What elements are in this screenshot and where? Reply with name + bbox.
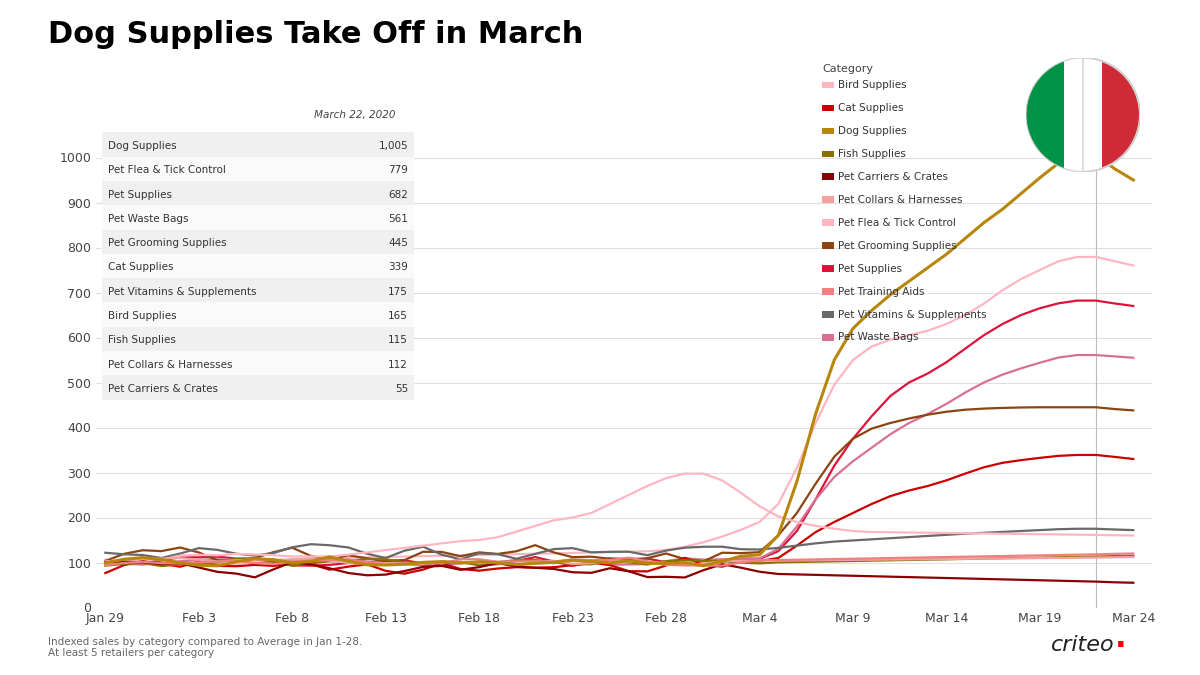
Text: Pet Grooming Supplies: Pet Grooming Supplies	[108, 238, 227, 248]
Text: Pet Carriers & Crates: Pet Carriers & Crates	[108, 384, 218, 394]
Text: Category: Category	[822, 64, 874, 74]
Text: Dog Supplies: Dog Supplies	[838, 126, 906, 136]
Text: 175: 175	[388, 287, 408, 297]
Text: 561: 561	[388, 214, 408, 224]
Text: 445: 445	[388, 238, 408, 248]
Bar	[1064, 58, 1102, 171]
Text: 112: 112	[388, 360, 408, 370]
Text: Dog Supplies: Dog Supplies	[108, 141, 176, 151]
Text: Pet Supplies: Pet Supplies	[838, 264, 901, 273]
Text: Pet Training Aids: Pet Training Aids	[838, 287, 924, 296]
Wedge shape	[1084, 58, 1140, 171]
Text: Cat Supplies: Cat Supplies	[838, 103, 904, 113]
Text: Dog Supplies Take Off in March: Dog Supplies Take Off in March	[48, 20, 583, 49]
Text: 115: 115	[388, 335, 408, 346]
Text: Bird Supplies: Bird Supplies	[108, 311, 176, 321]
Text: Indexed sales by category compared to Average in Jan 1-28.
At least 5 retailers : Indexed sales by category compared to Av…	[48, 637, 362, 658]
Text: Pet Carriers & Crates: Pet Carriers & Crates	[838, 172, 948, 182]
Text: Bird Supplies: Bird Supplies	[838, 80, 906, 90]
Text: Pet Collars & Harnesses: Pet Collars & Harnesses	[838, 195, 962, 205]
Text: Pet Vitamins & Supplements: Pet Vitamins & Supplements	[108, 287, 257, 297]
Text: Pet Supplies: Pet Supplies	[108, 190, 172, 200]
Text: 339: 339	[388, 263, 408, 273]
Text: Pet Waste Bags: Pet Waste Bags	[838, 333, 918, 342]
Wedge shape	[1026, 58, 1084, 171]
Text: .: .	[1115, 624, 1127, 653]
Text: 682: 682	[388, 190, 408, 200]
Text: Pet Collars & Harnesses: Pet Collars & Harnesses	[108, 360, 233, 370]
Text: 1,005: 1,005	[378, 141, 408, 151]
Text: 165: 165	[388, 311, 408, 321]
Text: criteo: criteo	[1051, 634, 1115, 655]
Text: March 22, 2020: March 22, 2020	[314, 110, 396, 120]
Text: Pet Flea & Tick Control: Pet Flea & Tick Control	[838, 218, 955, 227]
Text: Pet Grooming Supplies: Pet Grooming Supplies	[838, 241, 956, 250]
Text: 55: 55	[395, 384, 408, 394]
Text: Pet Waste Bags: Pet Waste Bags	[108, 214, 188, 224]
Text: Pet Flea & Tick Control: Pet Flea & Tick Control	[108, 165, 226, 176]
Text: Fish Supplies: Fish Supplies	[108, 335, 176, 346]
Text: Pet Vitamins & Supplements: Pet Vitamins & Supplements	[838, 310, 986, 319]
Text: 779: 779	[388, 165, 408, 176]
Text: Fish Supplies: Fish Supplies	[838, 149, 906, 159]
Text: Cat Supplies: Cat Supplies	[108, 263, 174, 273]
